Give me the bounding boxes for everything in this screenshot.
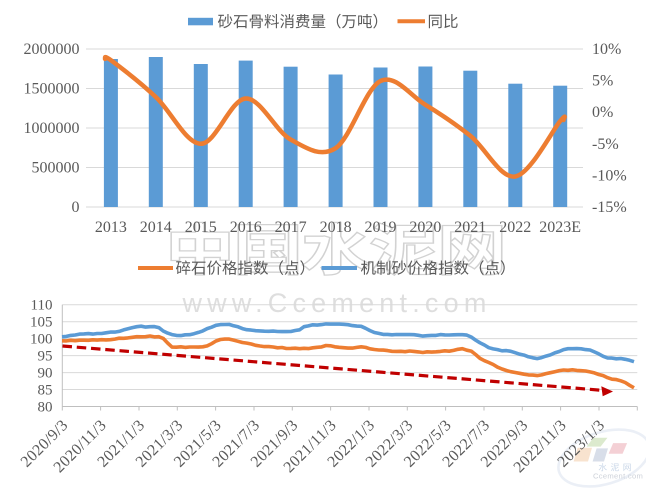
svg-text:2015: 2015 (185, 219, 217, 236)
svg-text:2019: 2019 (365, 219, 397, 236)
svg-text:80: 80 (38, 400, 53, 416)
svg-text:-10%: -10% (592, 167, 627, 184)
svg-text:2000000: 2000000 (24, 41, 80, 58)
svg-text:2017: 2017 (275, 219, 307, 236)
svg-text:95: 95 (38, 349, 53, 365)
svg-text:1500000: 1500000 (24, 81, 80, 98)
svg-text:105: 105 (30, 315, 53, 331)
svg-text:10%: 10% (592, 41, 621, 58)
svg-text:2013: 2013 (95, 219, 127, 236)
svg-text:Ccement.com: Ccement.com (593, 472, 643, 481)
svg-text:100: 100 (30, 332, 53, 348)
svg-text:500000: 500000 (32, 160, 80, 177)
svg-text:2020: 2020 (409, 219, 441, 236)
svg-text:90: 90 (38, 366, 53, 382)
svg-text:www.Ccement.com: www.Ccement.com (181, 288, 491, 318)
svg-text:5%: 5% (592, 73, 613, 90)
svg-text:2021: 2021 (454, 219, 486, 236)
svg-text:2018: 2018 (320, 219, 352, 236)
svg-text:2016: 2016 (230, 219, 262, 236)
svg-text:0%: 0% (592, 104, 613, 121)
svg-text:-5%: -5% (592, 136, 619, 153)
svg-text:2022: 2022 (499, 219, 531, 236)
svg-text:2014: 2014 (140, 219, 172, 236)
svg-text:110: 110 (31, 298, 53, 314)
svg-text:1000000: 1000000 (24, 120, 80, 137)
svg-text:-15%: -15% (592, 199, 627, 216)
svg-text:0: 0 (72, 199, 80, 216)
svg-text:2023E: 2023E (539, 219, 581, 236)
svg-text:85: 85 (38, 383, 53, 399)
